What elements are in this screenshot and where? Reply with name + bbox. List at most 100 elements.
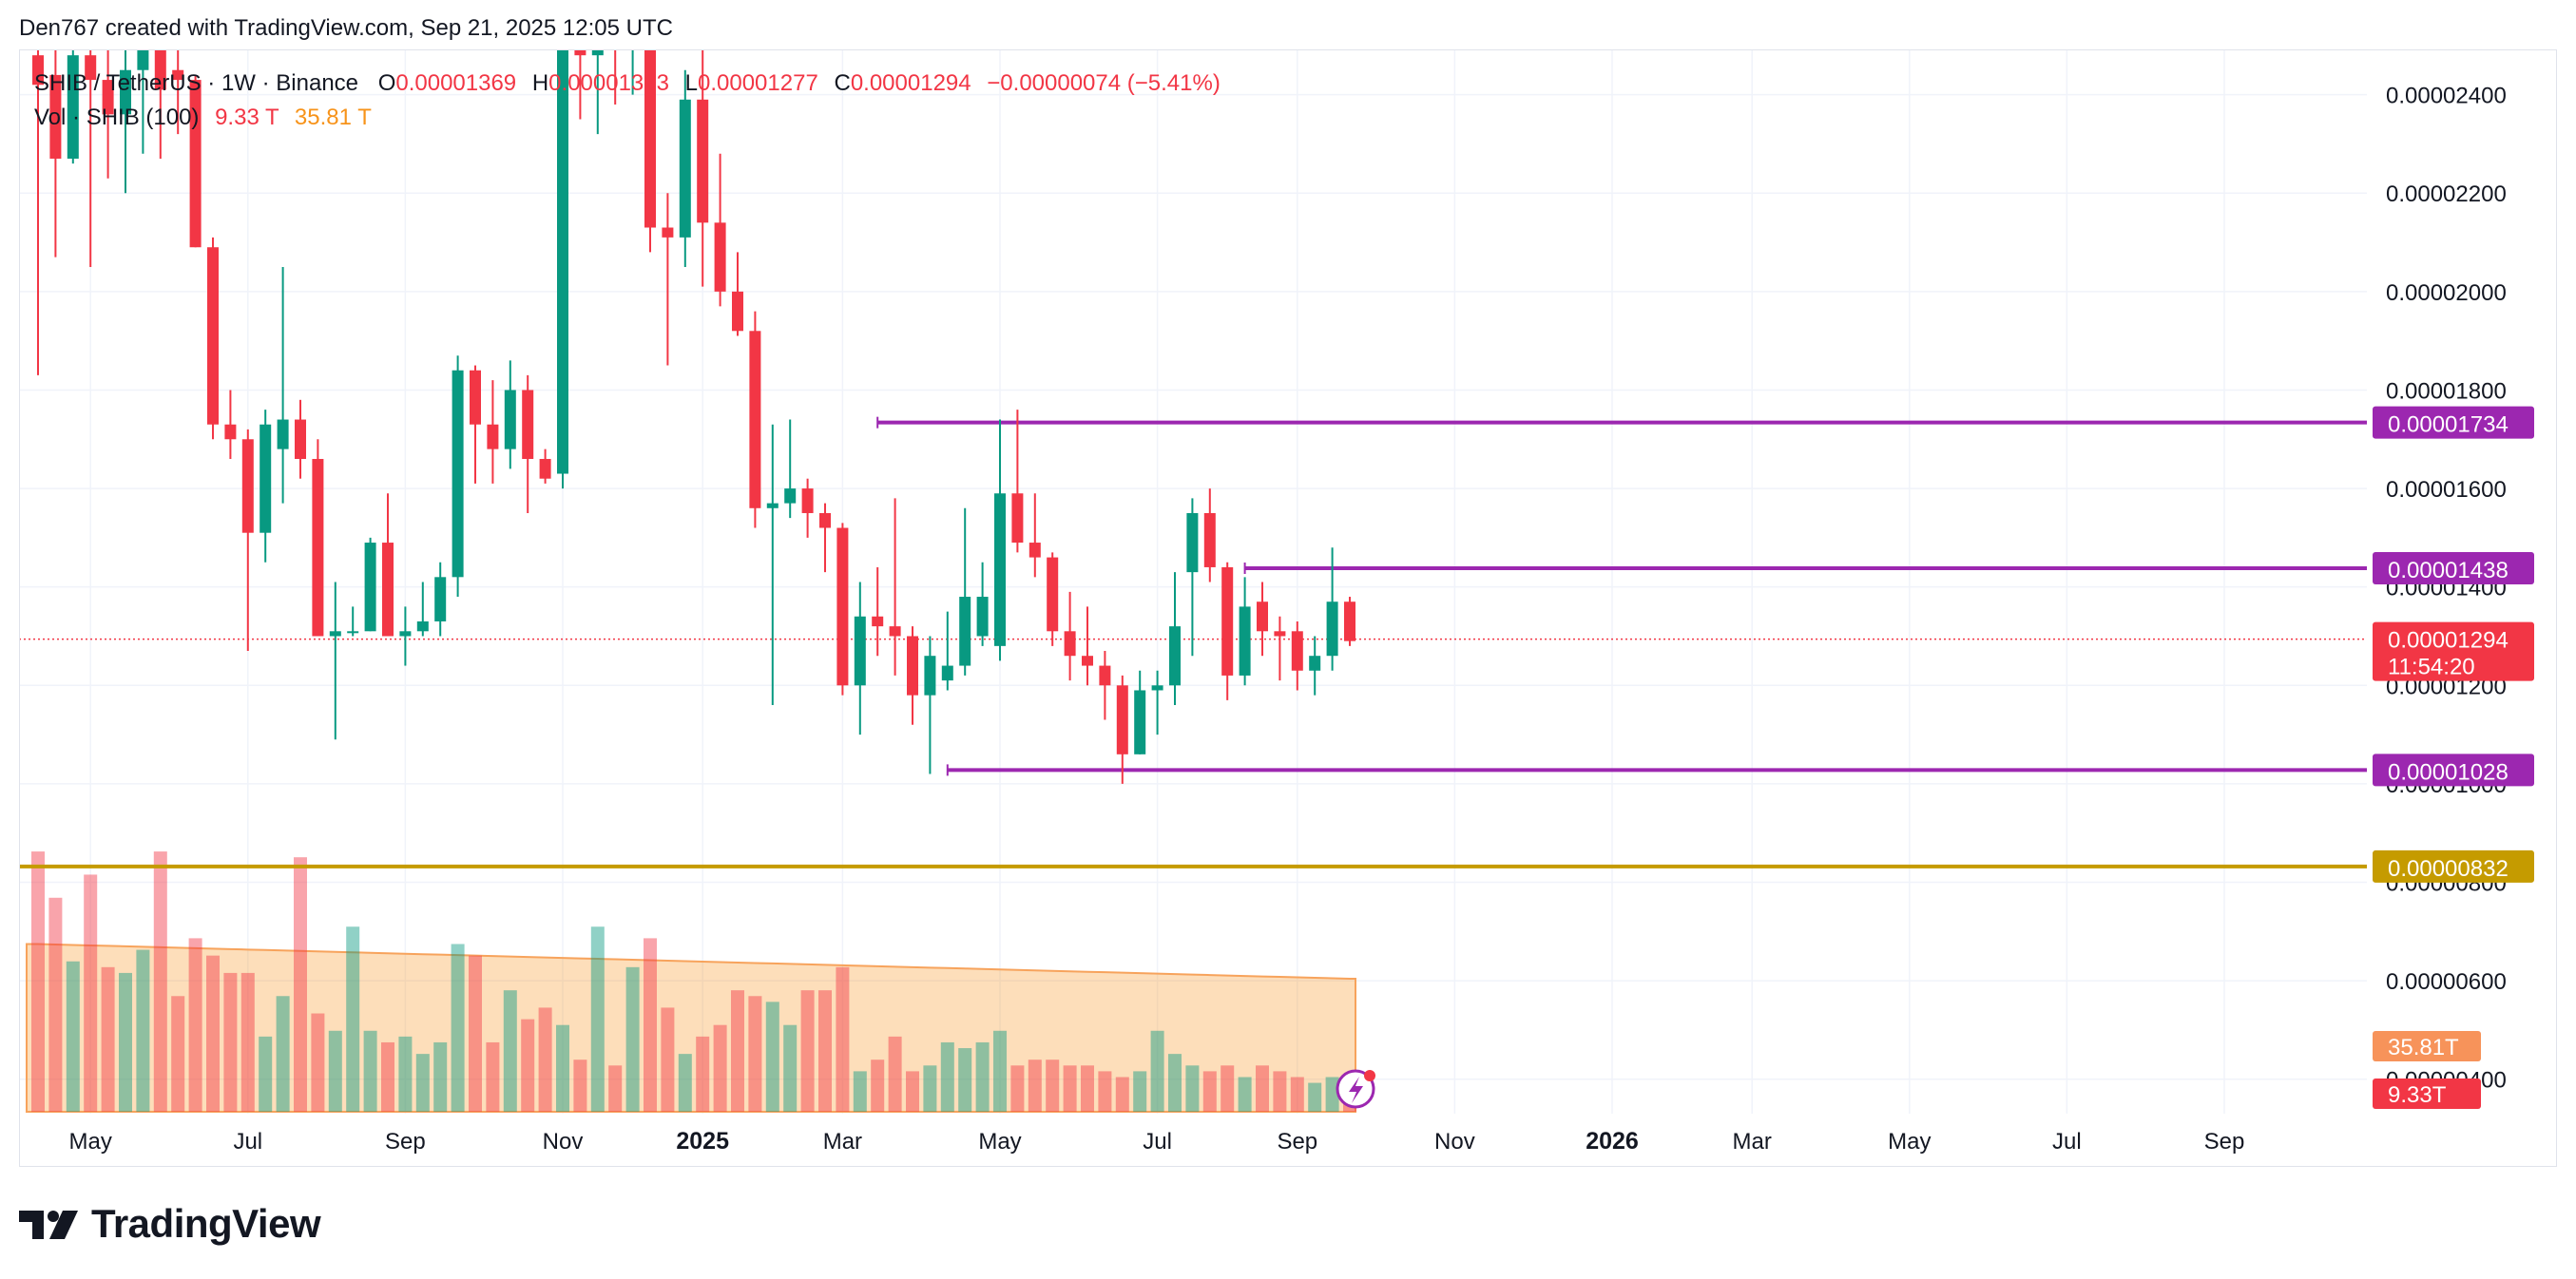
candle-body[interactable] [1257, 601, 1268, 632]
candle-body[interactable] [522, 390, 534, 459]
high-label: H [531, 70, 549, 96]
candle-body[interactable] [1134, 690, 1146, 754]
volume-bar [223, 972, 238, 1112]
candle-body[interactable] [994, 493, 1006, 646]
candle-body[interactable] [766, 503, 779, 508]
candle-body[interactable] [260, 424, 272, 533]
candle-body[interactable] [487, 424, 499, 449]
candle-body[interactable] [347, 631, 359, 634]
candle-body[interactable] [329, 631, 341, 637]
candle-body[interactable] [941, 665, 953, 681]
candle-body[interactable] [889, 626, 901, 637]
candle-body[interactable] [801, 488, 814, 513]
candle-body[interactable] [1099, 665, 1111, 686]
candle-body[interactable] [609, 30, 621, 50]
candle-body[interactable] [189, 80, 202, 248]
candle-body[interactable] [1151, 685, 1163, 691]
candle-body[interactable] [1291, 631, 1303, 671]
candle-body[interactable] [1239, 606, 1251, 676]
candle-body[interactable] [1309, 656, 1321, 671]
candle-body[interactable] [662, 227, 674, 238]
candle-body[interactable] [137, 46, 149, 70]
candle-body[interactable] [1064, 631, 1076, 657]
candle-body[interactable] [504, 390, 516, 449]
candle-body[interactable] [784, 488, 797, 504]
candle-body[interactable] [120, 69, 131, 115]
volume-pane [26, 851, 1356, 1113]
tradingview-logo[interactable]: TradingView [19, 1201, 321, 1247]
candle-body[interactable] [732, 291, 743, 332]
volume-bar [171, 996, 185, 1112]
candle-body[interactable] [557, 46, 568, 474]
candle-body[interactable] [1011, 493, 1024, 544]
candle-body[interactable] [907, 636, 918, 696]
candle-body[interactable] [295, 419, 306, 459]
candle-body[interactable] [470, 370, 481, 425]
x-tick-label: 2026 [1586, 1128, 1639, 1155]
candle-body[interactable] [697, 99, 709, 223]
volume-bar [993, 1030, 1007, 1112]
candle-body[interactable] [872, 616, 884, 627]
symbol-label[interactable]: SHIB / TetherUS · 1W · Binance [34, 70, 359, 96]
lightning-alert-icon[interactable] [1336, 1069, 1375, 1109]
candle-body[interactable] [399, 631, 412, 637]
candle-body[interactable] [1028, 543, 1041, 558]
candle-body[interactable] [452, 370, 464, 578]
candle-body[interactable] [224, 424, 237, 440]
candle-body[interactable] [382, 543, 394, 637]
candle-body[interactable] [1203, 512, 1216, 567]
candle-body[interactable] [749, 331, 761, 508]
candle-body[interactable] [924, 656, 936, 696]
ohlc-row: SHIB / TetherUS · 1W · Binance O0.000013… [34, 67, 1221, 101]
candle-body[interactable] [1221, 566, 1234, 676]
candle-body[interactable] [679, 99, 691, 238]
candle-body[interactable] [67, 55, 79, 159]
last-price-tag [2373, 621, 2534, 681]
volume-bar [1221, 1065, 1235, 1112]
candle-body[interactable] [1274, 631, 1286, 637]
candle-body[interactable] [1169, 626, 1181, 686]
candle-body[interactable] [416, 620, 429, 632]
candle-body[interactable] [1186, 512, 1199, 573]
chart-legend: SHIB / TetherUS · 1W · Binance O0.000013… [34, 67, 1221, 135]
candle-body[interactable] [312, 458, 324, 637]
candle-body[interactable] [976, 597, 989, 637]
chart-frame[interactable] [19, 49, 2557, 1167]
candle-body[interactable] [591, 30, 604, 56]
x-tick-label: Jul [233, 1129, 262, 1155]
candle-body[interactable] [154, 46, 166, 90]
candle-body[interactable] [102, 80, 114, 115]
candle-body[interactable] [836, 527, 849, 686]
candle-body[interactable] [32, 55, 44, 86]
candle-body[interactable] [1047, 557, 1059, 632]
candle-body[interactable] [85, 55, 97, 81]
volume-bar [119, 972, 132, 1112]
candle-body[interactable] [574, 46, 586, 56]
candle-body[interactable] [207, 247, 219, 425]
candle-body[interactable] [627, 35, 639, 50]
candle-body[interactable] [959, 597, 971, 666]
candle-body[interactable] [854, 616, 866, 686]
candle-body[interactable] [1116, 685, 1128, 754]
level-support-range-tag-label: 0.00001028 [2388, 759, 2509, 785]
candle-body[interactable] [644, 35, 656, 228]
price-axis: 0.00002400 0.00002200 0.00002000 0.00001800… [2386, 84, 2507, 1094]
price-chart[interactable]: 0.00002400 0.00002200 0.00002000 0.00001800… [0, 0, 2576, 1178]
candle-body[interactable] [277, 419, 289, 449]
y-tick-label: 0.00000600 [2386, 969, 2507, 995]
candle-body[interactable] [172, 69, 184, 81]
candle-body[interactable] [714, 222, 726, 292]
candle-body[interactable] [1344, 601, 1355, 641]
candle-body[interactable] [1082, 656, 1093, 666]
volume-bar [206, 955, 220, 1112]
candle-body[interactable] [49, 74, 62, 159]
volume-indicator-label[interactable]: Vol · SHIB (100) [34, 105, 200, 130]
candle-body[interactable] [819, 512, 831, 528]
candle-body[interactable] [241, 439, 254, 533]
candle-body[interactable] [364, 543, 376, 632]
candle-body[interactable] [434, 577, 447, 621]
candle-body[interactable] [1326, 601, 1338, 657]
last-price-tag-label: 11:54:20 [2388, 655, 2475, 680]
x-tick-label: May [69, 1129, 112, 1155]
candle-body[interactable] [539, 458, 551, 479]
